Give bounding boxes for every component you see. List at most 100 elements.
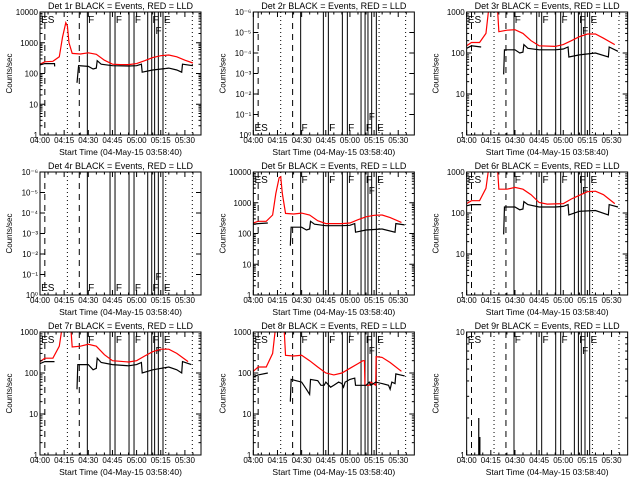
lld-series-line: [40, 332, 189, 363]
y-tick-label: 10⁰: [239, 131, 251, 140]
y-tick-label: 10⁻⁵: [235, 29, 251, 38]
y-tick-label: 100: [25, 369, 39, 378]
events-series-line: [478, 418, 481, 455]
y-tick-label: 10⁻¹: [236, 111, 252, 120]
x-tick-label: 05:00: [127, 456, 148, 465]
x-tick-label: 05:15: [364, 136, 385, 145]
x-tick-label: 04:45: [102, 296, 123, 305]
y-tick-label: 10⁻⁶: [22, 168, 38, 177]
y-tick-label: 10⁻²: [236, 90, 252, 99]
y-tick-label: 1000: [447, 168, 465, 177]
y-axis-label: Counts/sec: [218, 53, 227, 93]
x-tick-label: 04:45: [102, 136, 123, 145]
x-axis-label: Start Time (04-May-15 03:58:40): [272, 147, 395, 157]
flag-label: F: [153, 283, 159, 294]
x-tick-label: 05:15: [577, 136, 598, 145]
flag-label: F: [155, 346, 161, 357]
flag-label: F: [543, 175, 549, 186]
flag-label: F: [543, 335, 549, 346]
plot-frame: [466, 331, 629, 456]
y-tick-label: 100: [238, 369, 252, 378]
flag-label: F: [582, 26, 588, 37]
flag-label: F: [366, 123, 372, 134]
flag-label: E: [590, 335, 597, 346]
y-tick-label: 1: [34, 131, 39, 140]
x-tick-label: 04:00: [30, 456, 51, 465]
flag-label: F: [366, 175, 372, 186]
y-axis-label: Counts/sec: [432, 53, 441, 93]
flag-label: F: [116, 15, 122, 26]
x-tick-label: 05:00: [553, 456, 574, 465]
x-tick-label: 04:00: [457, 296, 478, 305]
flag-label: F: [155, 272, 161, 283]
flag-label: F: [155, 26, 161, 37]
time-markers: [44, 172, 193, 295]
panel-title: Det 2r BLACK = Events, RED = LLD: [261, 1, 407, 11]
y-axis-label: Counts/sec: [5, 213, 14, 253]
x-tick-label: 05:30: [602, 136, 623, 145]
flag-label: F: [301, 123, 307, 134]
plot-frame: [252, 11, 415, 136]
flag-label: F: [562, 175, 568, 186]
flag-label: ES: [254, 175, 268, 186]
x-tick-label: 04:15: [481, 296, 502, 305]
flag-label: ES: [41, 283, 55, 294]
time-markers: [470, 172, 620, 295]
flag-label: F: [582, 186, 588, 197]
y-tick-label: 1: [460, 451, 465, 460]
y-tick-label: 10: [29, 410, 38, 419]
flag-label: F: [579, 15, 585, 26]
y-tick-label: 100: [451, 49, 465, 58]
x-tick-label: 05:00: [340, 296, 361, 305]
flag-label: E: [377, 123, 384, 134]
x-tick-label: 04:15: [54, 296, 75, 305]
events-series-line: [466, 200, 619, 235]
y-tick-label: 10⁻⁶: [235, 8, 251, 17]
y-tick-label: 10⁻¹: [22, 271, 38, 280]
lld-series-line: [253, 332, 402, 387]
flag-label: E: [164, 15, 171, 26]
lld-series-line: [466, 172, 616, 205]
flag-label: F: [116, 335, 122, 346]
plot-frame: [466, 171, 629, 296]
x-tick-label: 04:00: [30, 136, 51, 145]
x-tick-label: 04:15: [54, 456, 75, 465]
flag-label: F: [88, 283, 94, 294]
x-tick-label: 04:45: [529, 296, 550, 305]
x-tick-label: 04:30: [292, 456, 313, 465]
events-series-line: [40, 356, 192, 390]
x-tick-label: 05:15: [577, 456, 598, 465]
panel-title: Det 7r BLACK = Events, RED = LLD: [48, 321, 194, 331]
x-tick-label: 04:00: [457, 136, 478, 145]
flag-label: E: [590, 175, 597, 186]
y-tick-label: 10⁰: [26, 291, 38, 300]
y-tick-label: 10⁻⁴: [21, 209, 38, 218]
flag-label: F: [329, 335, 335, 346]
flag-label: E: [377, 335, 384, 346]
y-axis-label: Counts/sec: [218, 373, 227, 413]
y-axis-label: Counts/sec: [432, 373, 441, 413]
x-tick-label: 05:00: [127, 296, 148, 305]
flag-label: ES: [41, 335, 55, 346]
x-axis-label: Start Time (04-May-15 03:58:40): [486, 147, 609, 157]
flag-label: ES: [468, 335, 482, 346]
panel-title: Det 3r BLACK = Events, RED = LLD: [475, 1, 621, 11]
flag-label: F: [348, 175, 354, 186]
y-axis-label: Counts/sec: [5, 53, 14, 93]
x-tick-label: 04:00: [243, 456, 264, 465]
panel-title: Det 4r BLACK = Events, RED = LLD: [48, 161, 194, 171]
x-tick-label: 04:45: [316, 296, 337, 305]
time-markers: [44, 332, 193, 455]
plot-frame: [252, 171, 415, 296]
lld-series-line: [466, 12, 616, 48]
flag-label: F: [562, 15, 568, 26]
x-tick-label: 05:30: [388, 136, 409, 145]
y-tick-label: 10: [29, 100, 38, 109]
y-tick-label: 1000: [20, 328, 38, 337]
flag-label: F: [369, 346, 375, 357]
time-markers: [470, 12, 620, 135]
